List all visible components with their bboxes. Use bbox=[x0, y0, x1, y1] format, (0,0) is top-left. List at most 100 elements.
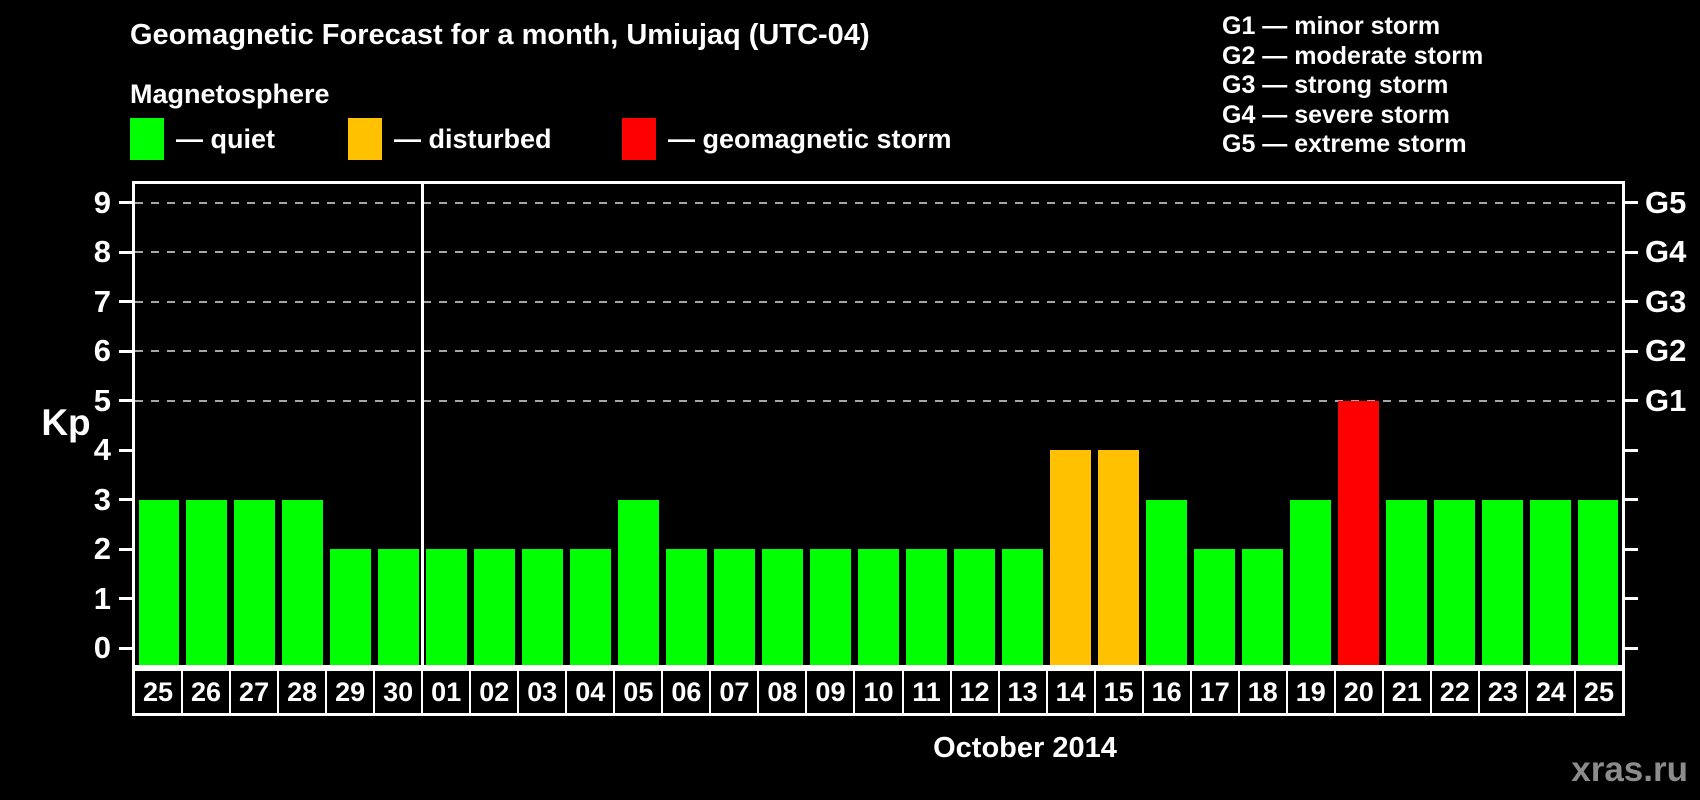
y-axis-tick-right bbox=[1625, 250, 1638, 254]
day-label-25: 25 bbox=[1573, 671, 1622, 713]
kp-bar-day-24 bbox=[1529, 499, 1571, 665]
kp-gridline bbox=[135, 201, 1622, 204]
kp-gridline bbox=[135, 251, 1622, 253]
kp-bar-day-21 bbox=[1385, 499, 1427, 665]
y-axis-tick-label: 5 bbox=[93, 382, 111, 418]
y-axis-tick-label: 7 bbox=[93, 283, 111, 319]
day-label-01: 01 bbox=[421, 671, 469, 713]
day-label-19: 19 bbox=[1285, 671, 1334, 713]
kp-bar-day-08 bbox=[762, 549, 804, 665]
y-axis-tick-right bbox=[1625, 646, 1638, 650]
day-label-08: 08 bbox=[757, 671, 805, 713]
day-label-15: 15 bbox=[1093, 671, 1142, 713]
day-label-25: 25 bbox=[142, 676, 174, 707]
kp-bar-day-14 bbox=[1049, 450, 1091, 665]
y-axis-tick-left bbox=[119, 646, 132, 650]
storm-scale-line: G3 — strong storm bbox=[1222, 71, 1449, 99]
day-label-14: 14 bbox=[1045, 671, 1094, 713]
storm-color-swatch-icon bbox=[622, 118, 656, 160]
kp-bar-day-25 bbox=[1577, 499, 1619, 665]
legend-item-storm: — geomagnetic storm bbox=[622, 117, 952, 161]
day-label-23: 23 bbox=[1477, 671, 1526, 713]
chart-title: Geomagnetic Forecast for a month, Umiuja… bbox=[130, 19, 870, 51]
kp-bar-day-19 bbox=[1289, 499, 1331, 665]
kp-bar-day-15 bbox=[1097, 450, 1139, 665]
legend-item-label: — quiet bbox=[176, 123, 275, 154]
y-axis-tick-right bbox=[1625, 399, 1638, 402]
kp-bar-day-28 bbox=[282, 499, 324, 665]
storm-level-label-g4: G4 bbox=[1645, 234, 1687, 269]
day-label-30: 30 bbox=[373, 671, 421, 713]
kp-bar-day-17 bbox=[1193, 549, 1235, 665]
watermark: xras.ru bbox=[1571, 750, 1688, 789]
y-axis-tick-label: 8 bbox=[93, 234, 111, 269]
y-axis-tick-left bbox=[119, 399, 132, 402]
kp-bar-day-20 bbox=[1337, 400, 1379, 665]
kp-bar-day-12 bbox=[953, 549, 995, 665]
day-label-24: 24 bbox=[1525, 671, 1574, 713]
kp-bar-day-27 bbox=[234, 499, 276, 665]
y-axis-tick-label: 6 bbox=[93, 333, 111, 368]
kp-bar-day-30 bbox=[378, 549, 420, 665]
y-axis-tick-right bbox=[1625, 597, 1638, 600]
kp-bar-day-22 bbox=[1433, 499, 1475, 665]
kp-bar-day-16 bbox=[1145, 499, 1187, 665]
y-axis-tick-right bbox=[1625, 349, 1638, 353]
plot-area bbox=[132, 181, 1625, 668]
kp-bar-day-05 bbox=[618, 499, 660, 665]
y-axis-tick-left bbox=[119, 300, 132, 303]
kp-bar-day-29 bbox=[330, 549, 372, 665]
y-axis-tick-left bbox=[119, 250, 132, 254]
day-label-29: 29 bbox=[325, 671, 373, 713]
storm-level-label-g3: G3 bbox=[1645, 283, 1687, 319]
y-axis-tick-left bbox=[119, 448, 132, 452]
y-axis-label: Kp bbox=[41, 402, 91, 443]
disturbed-color-swatch-icon bbox=[348, 118, 382, 160]
day-label-17: 17 bbox=[1189, 671, 1238, 713]
day-label-05: 05 bbox=[613, 671, 661, 713]
y-axis-tick-left bbox=[119, 547, 132, 551]
kp-bar-day-11 bbox=[905, 549, 947, 665]
legend-item-label: — geomagnetic storm bbox=[668, 123, 952, 154]
kp-gridline bbox=[135, 300, 1622, 303]
storm-scale-legend: G1 — minor storm G2 — moderate storm G3 — … bbox=[1222, 12, 1483, 160]
storm-level-label-g5: G5 bbox=[1645, 184, 1687, 220]
storm-level-label-g2: G2 bbox=[1645, 333, 1687, 368]
kp-bar-day-18 bbox=[1241, 549, 1283, 665]
day-label-04: 04 bbox=[565, 671, 613, 713]
y-axis-tick-label: 1 bbox=[93, 580, 111, 616]
storm-scale-line: G2 — moderate storm bbox=[1222, 41, 1484, 70]
month-separator-line bbox=[421, 184, 425, 665]
storm-scale-line: G1 — minor storm bbox=[1222, 12, 1441, 40]
kp-bar-day-01 bbox=[426, 549, 468, 665]
magnetosphere-legend-heading: Magnetosphere bbox=[130, 79, 330, 109]
day-label-11: 11 bbox=[901, 671, 950, 713]
kp-bar-day-02 bbox=[474, 549, 516, 665]
quiet-color-swatch-icon bbox=[130, 118, 164, 160]
day-label-13: 13 bbox=[997, 671, 1046, 713]
day-label-03: 03 bbox=[517, 671, 565, 713]
day-label-09: 09 bbox=[805, 671, 853, 713]
kp-bar-day-26 bbox=[186, 499, 228, 665]
day-label-07: 07 bbox=[709, 671, 757, 713]
legend-item-label: — disturbed bbox=[394, 123, 552, 154]
day-label-06: 06 bbox=[661, 671, 709, 713]
kp-gridline bbox=[135, 399, 1622, 402]
y-axis-tick-right bbox=[1625, 547, 1638, 551]
kp-bar-day-07 bbox=[714, 549, 756, 665]
kp-bar-day-23 bbox=[1481, 499, 1523, 665]
y-axis-tick-right bbox=[1625, 300, 1638, 303]
kp-bar-day-03 bbox=[522, 549, 564, 665]
kp-bar-day-04 bbox=[570, 549, 612, 665]
x-axis-month-label: October 2014 bbox=[933, 732, 1117, 764]
day-label-16: 16 bbox=[1141, 671, 1190, 713]
day-label-18: 18 bbox=[1237, 671, 1286, 713]
kp-bar-day-10 bbox=[858, 549, 899, 665]
day-label-27: 27 bbox=[229, 671, 277, 713]
y-axis-tick-left bbox=[119, 201, 132, 204]
storm-scale-line: G4 — severe storm bbox=[1222, 100, 1450, 129]
y-axis-tick-label: 4 bbox=[93, 432, 111, 467]
y-axis-tick-right bbox=[1625, 498, 1638, 501]
day-label-12: 12 bbox=[949, 671, 998, 713]
day-label-10: 10 bbox=[853, 671, 901, 713]
